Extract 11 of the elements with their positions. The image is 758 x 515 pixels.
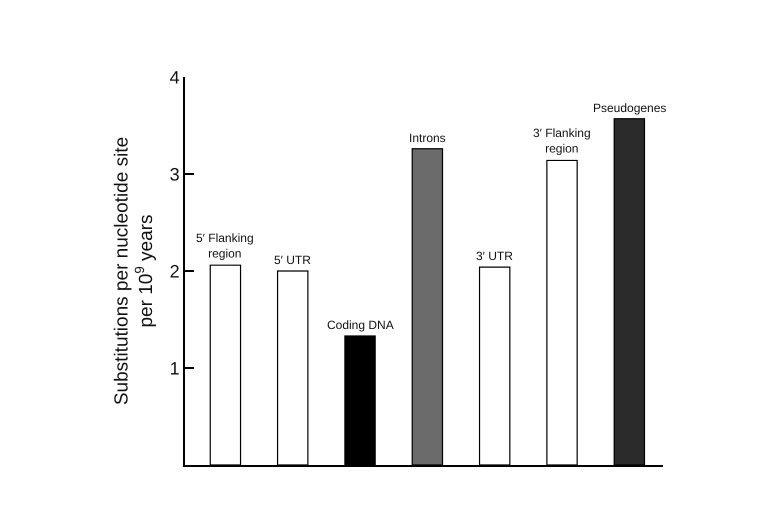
y-tick-label: 2 <box>170 261 180 282</box>
x-tick-label: 5′ UTR <box>274 253 312 267</box>
x-tick-label: 5′ Flanking region <box>196 231 254 261</box>
x-tick-label: 3′ UTR <box>476 249 514 263</box>
y-tick-label: 1 <box>170 358 180 378</box>
x-tick-label: 3′ Flanking region <box>533 126 591 156</box>
x-tick-label: Pseudogenes <box>593 101 666 115</box>
x-tick-label: Introns <box>409 131 446 145</box>
y-tick-label: 4 <box>170 67 180 88</box>
y-tick-label: 3 <box>170 164 180 184</box>
x-tick-label: Coding DNA <box>327 318 394 332</box>
